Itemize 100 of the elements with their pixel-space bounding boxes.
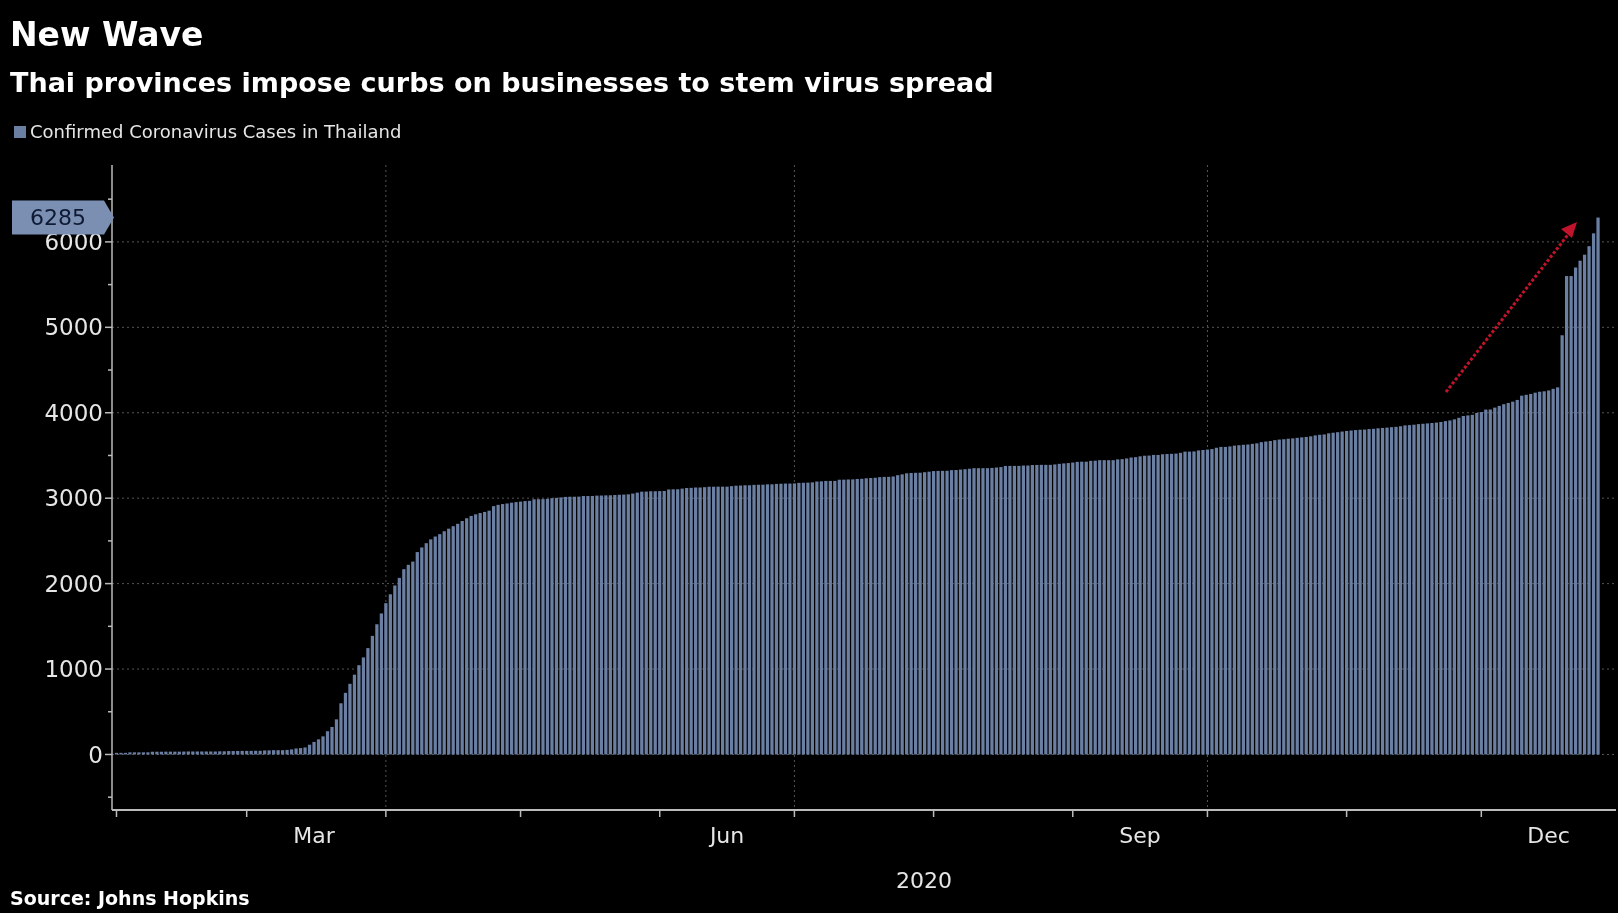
bar <box>770 484 774 755</box>
bar <box>1336 432 1340 755</box>
bar <box>761 484 765 755</box>
bar <box>577 496 581 755</box>
bar <box>1134 457 1138 755</box>
bar <box>1300 437 1304 755</box>
bar <box>1466 415 1470 755</box>
bar <box>1232 445 1236 755</box>
bar <box>1551 388 1555 755</box>
bar <box>720 486 725 755</box>
bar <box>1147 455 1151 755</box>
bar <box>873 477 877 755</box>
bar <box>1255 443 1259 755</box>
bar <box>505 503 509 755</box>
bar <box>1138 456 1142 755</box>
bar <box>554 497 559 755</box>
bar <box>1345 430 1349 755</box>
bar <box>1416 424 1421 755</box>
y-tick-label: 0 <box>88 741 103 768</box>
bar <box>500 504 505 755</box>
bar <box>536 499 541 755</box>
bar <box>842 479 846 755</box>
bar <box>994 467 999 755</box>
bar <box>972 468 976 755</box>
bar <box>451 526 455 755</box>
bar <box>1098 460 1102 755</box>
bar <box>680 488 684 755</box>
bar <box>667 489 671 755</box>
bar <box>922 472 927 755</box>
bar <box>128 752 132 755</box>
bar <box>186 751 190 755</box>
bar <box>918 472 922 755</box>
bar <box>568 496 572 755</box>
bar <box>1542 391 1546 755</box>
bar <box>711 486 716 755</box>
bar <box>617 494 621 755</box>
bar <box>788 483 792 755</box>
bar <box>1205 449 1210 755</box>
bar <box>1457 417 1461 755</box>
bar <box>559 497 563 755</box>
bar <box>1116 459 1120 755</box>
bar <box>1511 401 1515 755</box>
bar <box>891 476 895 755</box>
bar <box>532 499 536 755</box>
bar <box>1165 454 1169 755</box>
bar <box>756 484 761 755</box>
bar <box>402 569 406 755</box>
bar <box>909 472 913 755</box>
bar <box>1295 437 1299 755</box>
bar <box>469 515 473 755</box>
bar <box>1371 428 1376 755</box>
bar <box>474 514 478 755</box>
bar <box>649 491 653 755</box>
bar <box>1120 459 1124 755</box>
bar <box>801 482 806 755</box>
bar <box>747 485 752 755</box>
bar <box>936 470 940 755</box>
bar <box>990 467 994 755</box>
bar <box>429 539 433 755</box>
bar <box>1484 409 1488 755</box>
bar <box>541 499 545 755</box>
bar <box>694 487 698 755</box>
bar <box>1237 445 1241 755</box>
bar <box>1506 402 1510 755</box>
bar <box>1362 429 1367 755</box>
bar <box>1439 421 1443 755</box>
bar <box>810 482 814 755</box>
bar <box>725 486 729 755</box>
bar <box>420 547 424 755</box>
bar <box>563 496 568 755</box>
bar <box>698 487 702 755</box>
bar <box>1093 460 1097 755</box>
bar <box>1403 425 1407 755</box>
bar <box>375 624 379 755</box>
bar <box>1030 465 1034 755</box>
bar <box>914 472 918 755</box>
bar <box>1192 451 1196 755</box>
chart-subtitle: Thai provinces impose curbs on businesses to stem virus spread <box>10 67 994 98</box>
chart-title: New Wave <box>10 15 204 54</box>
bar <box>456 523 460 755</box>
bar <box>411 561 415 755</box>
bar <box>1349 430 1353 755</box>
bar <box>792 483 797 755</box>
bar <box>1057 463 1061 755</box>
bar <box>707 486 711 755</box>
bar <box>1228 446 1232 755</box>
bar <box>613 495 617 755</box>
bar <box>676 489 680 755</box>
x-tick-label: Mar <box>293 823 336 848</box>
bar <box>1219 446 1223 755</box>
bar <box>1421 423 1425 755</box>
bar <box>393 585 397 755</box>
bar <box>1452 419 1456 755</box>
bar <box>545 498 550 755</box>
bar <box>209 751 213 755</box>
bar <box>1412 424 1416 755</box>
bar <box>1183 451 1187 755</box>
bar <box>985 468 990 755</box>
bar <box>626 494 630 755</box>
bar <box>1012 465 1017 755</box>
